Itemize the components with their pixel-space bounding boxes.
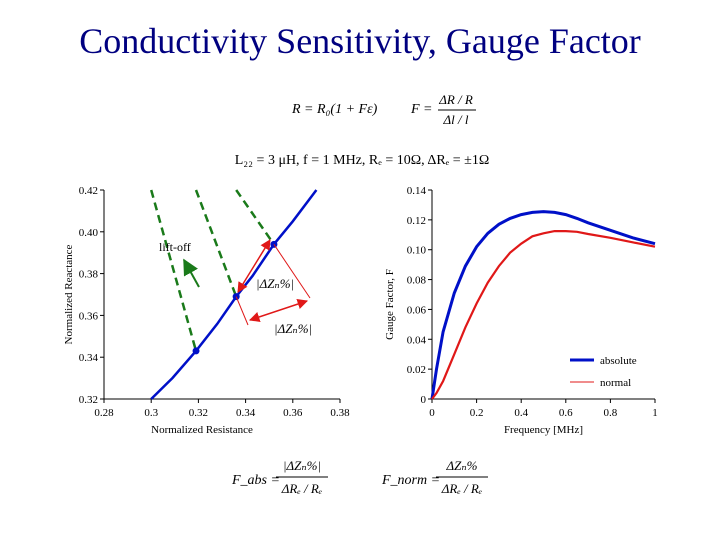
y-tick-label: 0.14 bbox=[407, 185, 427, 197]
y-tick-label: 0.38 bbox=[79, 269, 99, 281]
liftoff-dashed-line bbox=[194, 189, 238, 298]
y-tick-label: 0.40 bbox=[79, 227, 99, 239]
impedance-chart: 0.420.400.380.360.340.320.28 0.3 0.32 0.34 0… bbox=[63, 185, 350, 436]
y-axis-label: Gauge Factor, F bbox=[384, 269, 396, 340]
gauge-formula-numerator: ΔR / R bbox=[438, 92, 473, 107]
x-tick-label: 0.8 bbox=[604, 407, 618, 419]
x-tick-label: 0.32 bbox=[189, 407, 208, 419]
series-normal bbox=[431, 230, 656, 400]
gauge-factor-chart: 0.14 0.12 0.10 0.08 0.06 0.04 0.02 00 0.2 0.4 0.6 0… bbox=[384, 185, 658, 436]
y-tick-label: 0.02 bbox=[407, 364, 426, 376]
dim-extension-top bbox=[273, 244, 311, 299]
y-tick-label: 0.34 bbox=[79, 352, 99, 364]
f-abs-numerator: |ΔZₙ%| bbox=[283, 458, 321, 473]
y-tick-label: 0.04 bbox=[407, 334, 427, 346]
dz-normal-arrow bbox=[249, 299, 308, 322]
y-tick-label: 0.10 bbox=[407, 245, 427, 257]
f-abs-denominator: ΔRₑ / Rₑ bbox=[281, 481, 322, 496]
series-absolute bbox=[430, 210, 656, 400]
x-tick-label: 1 bbox=[652, 407, 658, 419]
y-tick-label: 0.08 bbox=[407, 275, 427, 287]
y-tick-label: 0.12 bbox=[407, 215, 426, 227]
lift-off-arrow bbox=[183, 258, 200, 288]
x-axis-label: Frequency [MHz] bbox=[504, 424, 583, 436]
y-tick-label: 0 bbox=[421, 394, 427, 406]
lift-off-label: lift-off bbox=[159, 240, 191, 254]
y-tick-label: 0.32 bbox=[79, 394, 98, 406]
y-tick-label: 0.06 bbox=[407, 304, 427, 316]
x-tick-label: 0.38 bbox=[330, 407, 350, 419]
impedance-point bbox=[192, 347, 200, 355]
y-tick-label: 0.36 bbox=[79, 310, 99, 322]
dz-normal-label: |ΔZₙ%| bbox=[274, 321, 312, 336]
f-abs-lhs: F_abs = bbox=[231, 473, 280, 488]
liftoff-dashed-line bbox=[149, 189, 198, 352]
x-tick-label: 0.4 bbox=[514, 407, 528, 419]
dim-extension-left bbox=[235, 296, 249, 326]
x-tick-label: 0.6 bbox=[559, 407, 573, 419]
x-tick-label: 0.3 bbox=[144, 407, 158, 419]
gauge-formula-lhs: F = bbox=[410, 102, 433, 117]
conditions-line: L₂₂ = 3 μH, f = 1 MHz, Rₑ = 10Ω, ΔRₑ = ±… bbox=[235, 153, 490, 168]
x-tick-label: 0.2 bbox=[470, 407, 484, 419]
x-tick-label: 0.28 bbox=[94, 407, 114, 419]
dz-abs-arrow bbox=[237, 239, 271, 293]
x-tick-label: 0.34 bbox=[236, 407, 256, 419]
x-tick-label: 0.36 bbox=[283, 407, 303, 419]
f-norm-denominator: ΔRₑ / Rₑ bbox=[441, 481, 482, 496]
x-axis-label: Normalized Resistance bbox=[151, 424, 253, 436]
f-norm-numerator: ΔZₙ% bbox=[446, 458, 478, 473]
legend-label-normal: normal bbox=[600, 377, 631, 389]
gauge-formula-denominator: Δl / l bbox=[443, 112, 469, 127]
liftoff-dashed-line bbox=[235, 189, 275, 246]
dz-abs-label: |ΔZₙ%| bbox=[256, 276, 294, 291]
y-axis-label: Normalized Reactance bbox=[63, 244, 75, 344]
resistance-formula: R = R₀(1 + Fε) bbox=[291, 102, 378, 117]
legend-label-absolute: absolute bbox=[600, 355, 637, 367]
y-tick-label: 0.42 bbox=[79, 185, 98, 197]
slide-title: Conductivity Sensitivity, Gauge Factor bbox=[79, 21, 641, 61]
x-tick-label: 0 bbox=[429, 407, 435, 419]
f-norm-lhs: F_norm = bbox=[381, 473, 440, 488]
